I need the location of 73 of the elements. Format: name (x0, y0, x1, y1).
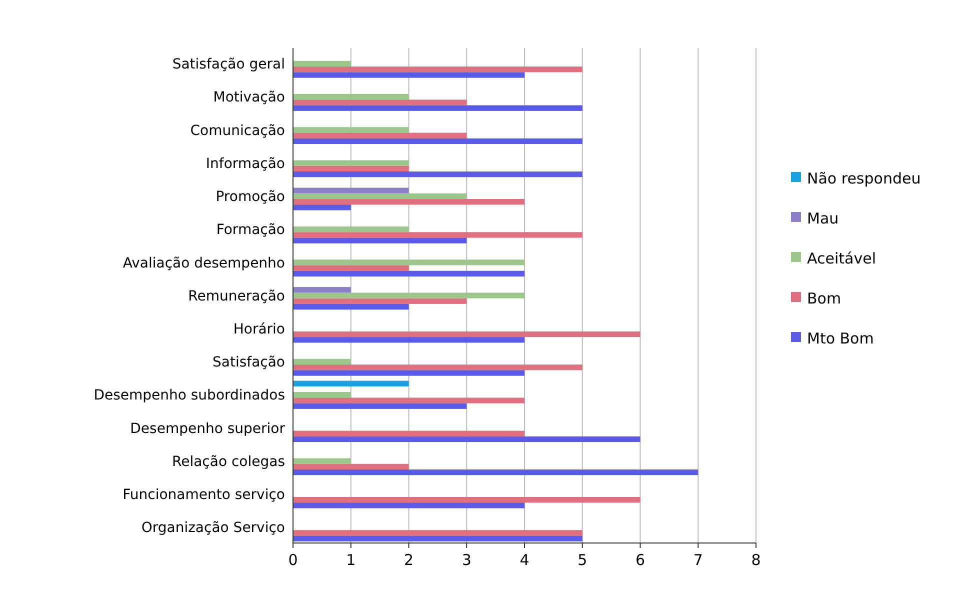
x-tick-label: 7 (693, 551, 703, 569)
bar (293, 469, 698, 476)
bar (293, 138, 582, 144)
bar (293, 270, 524, 276)
bar (293, 298, 467, 304)
bar (293, 331, 640, 338)
bar (293, 238, 467, 244)
bar (293, 496, 640, 503)
legend-label: Bom (807, 289, 842, 308)
legend-label: Não respondeu (807, 169, 921, 188)
bar (293, 100, 467, 106)
bar (293, 94, 409, 100)
bar (293, 464, 409, 470)
bar (293, 72, 524, 78)
bar (293, 172, 582, 178)
bar (293, 66, 582, 72)
legend-label: Mto Bom (807, 329, 874, 348)
bar (293, 502, 524, 508)
x-tick-label: 8 (751, 551, 761, 569)
y-tick-label: Relação colegas (172, 454, 285, 470)
x-tick-label: 6 (635, 551, 646, 569)
bar (293, 127, 409, 133)
y-tick-label: Comunicação (190, 122, 285, 139)
bar (293, 364, 582, 370)
y-tick-label: Desempenho subordinados (94, 388, 285, 404)
bar (293, 337, 524, 343)
x-tick-label: 2 (404, 551, 414, 569)
bar (293, 304, 409, 310)
bar (293, 358, 351, 365)
bar (293, 198, 524, 205)
bar (293, 132, 467, 138)
bar (293, 370, 524, 376)
bar (293, 530, 582, 536)
bar (293, 60, 351, 67)
y-tick-label: Satisfação (212, 354, 285, 371)
bar (293, 260, 524, 266)
bar (293, 392, 351, 398)
bar (293, 166, 409, 172)
bar (293, 436, 640, 442)
legend-label: Aceitável (807, 249, 876, 268)
bar (293, 380, 409, 386)
y-tick-label: Funcionamento serviço (122, 487, 285, 504)
bar (293, 398, 524, 404)
bar (293, 265, 409, 271)
bar (293, 232, 582, 238)
y-tick-label: Avaliação desempenho (122, 255, 285, 272)
y-tick-label: Motivação (213, 90, 285, 106)
x-tick-label: 5 (578, 551, 588, 569)
y-tick-label: Satisfação geral (172, 56, 285, 73)
x-tick-label: 3 (462, 551, 472, 569)
bar (293, 193, 467, 199)
legend-label: Mau (807, 209, 839, 228)
y-tick-label: Desempenho superior (130, 420, 286, 437)
bar (293, 105, 582, 111)
y-tick-label: Organização Serviço (141, 520, 285, 536)
y-tick-label: Remuneração (188, 288, 285, 304)
y-tick-label: Formação (216, 222, 285, 238)
bar (293, 458, 351, 464)
bar (293, 188, 409, 194)
bar (293, 160, 409, 166)
bar (293, 403, 467, 409)
x-tick-label: 0 (288, 551, 298, 569)
y-tick-label: Informação (206, 156, 285, 172)
bar (293, 292, 524, 298)
x-tick-label: 1 (346, 551, 356, 569)
x-tick-label: 4 (520, 551, 530, 569)
bar (293, 287, 351, 293)
bar (293, 204, 351, 210)
y-tick-label: Promoção (216, 189, 285, 206)
bar (293, 430, 524, 436)
bar (293, 226, 409, 232)
y-tick-label: Horário (233, 322, 285, 338)
bar (293, 536, 582, 542)
